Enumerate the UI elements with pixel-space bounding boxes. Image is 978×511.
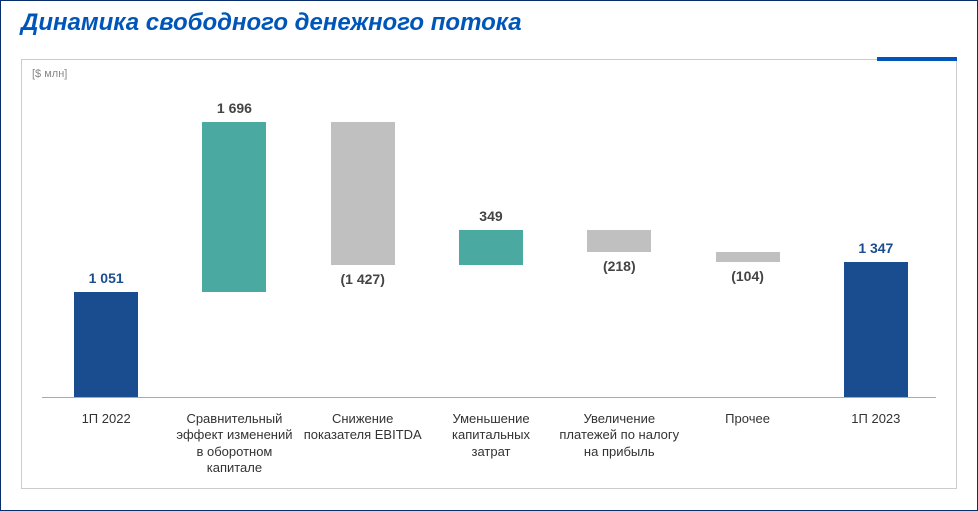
bar — [331, 122, 395, 265]
bar-value-label: 349 — [441, 208, 541, 224]
bar — [716, 252, 780, 262]
x-axis-labels: 1П 2022 Сравнительный эффект изменений в … — [42, 403, 936, 488]
x-axis-label: Уменьшение капитальных затрат — [431, 411, 551, 460]
bar-value-label: (218) — [569, 258, 669, 274]
x-axis-label: Увеличение платежей по налогу на прибыль — [559, 411, 679, 460]
chart-title: Динамика свободного денежного потока — [1, 1, 977, 41]
bar — [459, 230, 523, 265]
x-axis-label: Сравнительный эффект изменений в оборотн… — [174, 411, 294, 476]
bar — [74, 292, 138, 397]
x-axis-label: Снижение показателя EBITDA — [303, 411, 423, 444]
x-axis-label: 1П 2023 — [816, 411, 936, 427]
bar — [587, 230, 651, 252]
bar-value-label: 1 696 — [184, 100, 284, 116]
accent-bar — [877, 57, 957, 61]
bar-value-label: (104) — [698, 268, 798, 284]
unit-label: [$ млн] — [32, 68, 67, 80]
chart-container: [$ млн] 1 051 1 696 (1 427) 349 (218) (104) 1 … — [21, 59, 957, 489]
x-axis-label: 1П 2022 — [46, 411, 166, 427]
bar — [202, 122, 266, 292]
plot-area: 1 0511 696(1 427)349(218)(104)1 347 — [42, 118, 936, 398]
bar — [844, 262, 908, 397]
bar-value-label: (1 427) — [313, 271, 413, 287]
bar-value-label: 1 051 — [56, 270, 156, 286]
x-axis-label: Прочее — [688, 411, 808, 427]
bar-value-label: 1 347 — [826, 240, 926, 256]
